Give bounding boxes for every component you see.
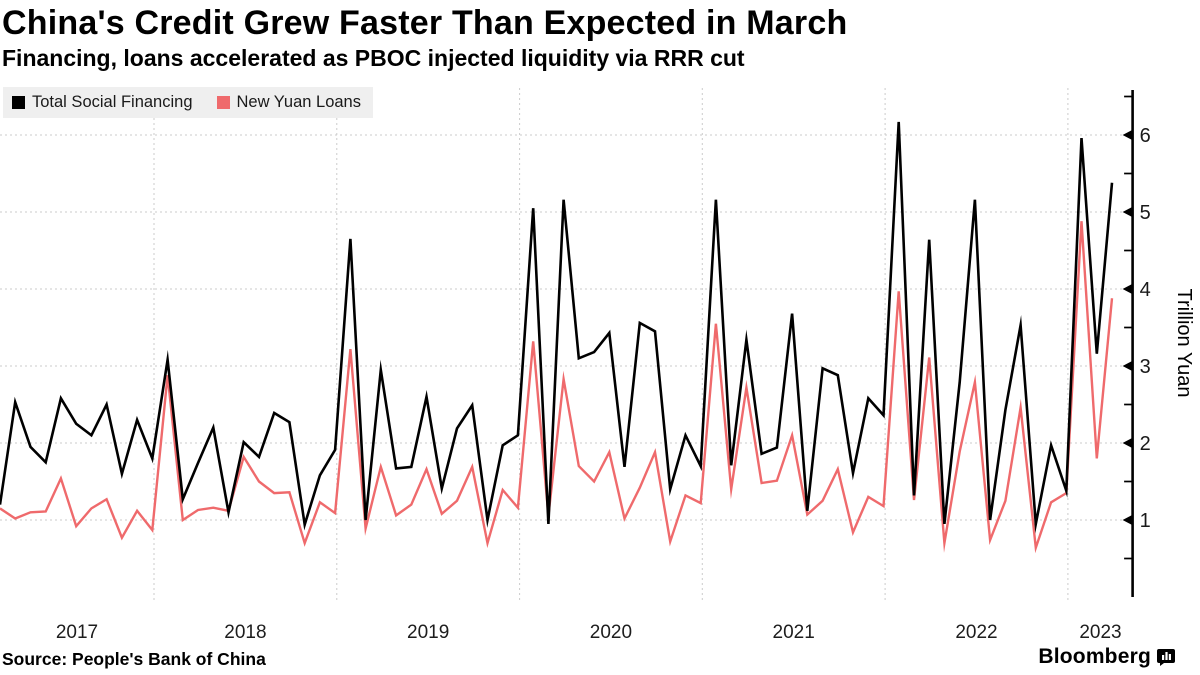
svg-text:2018: 2018 bbox=[224, 622, 266, 643]
legend-item-total-social-financing: Total Social Financing bbox=[12, 93, 193, 112]
svg-text:5: 5 bbox=[1140, 202, 1151, 224]
svg-text:2019: 2019 bbox=[407, 622, 449, 643]
legend-label-tsf: Total Social Financing bbox=[32, 93, 193, 111]
svg-text:2: 2 bbox=[1140, 433, 1151, 455]
source-note: Source: People's Bank of China bbox=[2, 649, 266, 669]
legend-item-new-yuan-loans: New Yuan Loans bbox=[216, 93, 361, 112]
page-subtitle: Financing, loans accelerated as PBOC inj… bbox=[2, 45, 745, 71]
series-line-total-social-financing bbox=[0, 121, 1114, 534]
bloomberg-wordmark: Bloomberg bbox=[1038, 645, 1151, 668]
svg-text:2020: 2020 bbox=[590, 622, 632, 643]
y-axis-title: Trillion Yuan bbox=[1173, 289, 1195, 398]
bloomberg-chart-bubble-icon bbox=[1157, 649, 1175, 666]
svg-text:2023: 2023 bbox=[1079, 622, 1121, 643]
bloomberg-brand: Bloomberg bbox=[1038, 645, 1176, 669]
svg-text:2021: 2021 bbox=[773, 622, 815, 643]
svg-text:2017: 2017 bbox=[56, 622, 98, 643]
svg-text:1: 1 bbox=[1140, 510, 1151, 532]
chart-legend: Total Social Financing New Yuan Loans bbox=[3, 87, 373, 118]
series-line-new-yuan-loans bbox=[0, 221, 1114, 554]
x-axis-year-labels: 2017 2018 2019 2020 2021 2022 2023 bbox=[56, 622, 1122, 643]
tsf-swatch-icon bbox=[12, 96, 25, 109]
legend-label-loans: New Yuan Loans bbox=[236, 93, 361, 111]
y-axis: 1 2 3 4 5 6 bbox=[1122, 90, 1151, 597]
loans-swatch-icon bbox=[216, 96, 230, 109]
page-title: China's Credit Grew Faster Than Expected… bbox=[2, 4, 848, 42]
svg-text:3: 3 bbox=[1140, 356, 1151, 378]
gridlines bbox=[0, 88, 1131, 601]
svg-text:2022: 2022 bbox=[955, 622, 997, 643]
svg-text:4: 4 bbox=[1140, 279, 1151, 301]
svg-text:6: 6 bbox=[1140, 125, 1151, 147]
